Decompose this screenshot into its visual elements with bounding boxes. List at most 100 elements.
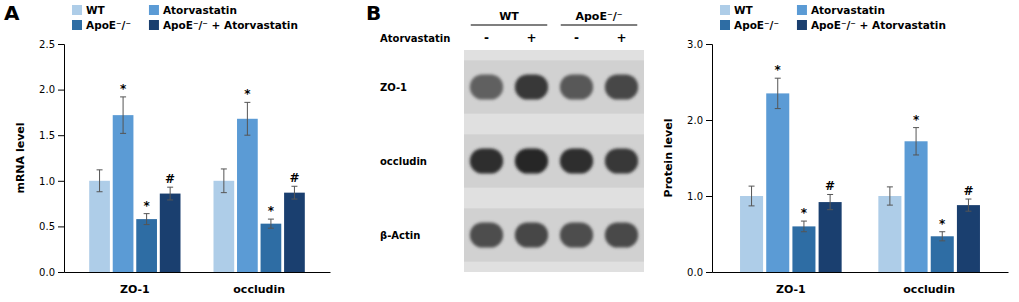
legend-swatch [149,5,159,15]
annotation: * [143,199,150,213]
error-bar [913,128,919,155]
y-tick-mark [58,181,64,182]
y-tick: 3.0 [687,39,712,50]
error-cap [120,133,126,134]
y-axis: 0.00.51.01.52.02.5 [39,39,64,278]
error-line [803,221,804,232]
y-tick: 1.0 [39,176,64,187]
error-bar [965,199,971,211]
x-tick: ZO-1 [120,283,150,296]
y-tick-label: 0.5 [39,221,55,232]
blot-background [464,50,644,272]
error-bar [221,169,227,193]
y-tick-mark [706,196,712,197]
error-cap [97,169,103,170]
y-tick-label: 2.0 [39,84,55,95]
blot: ZO-1occludinβ-ActinAtorvastatin-+-+WTApo… [380,10,644,272]
error-cap [939,231,945,232]
error-cap [167,199,173,200]
blot-band [605,148,638,173]
legend-label: ApoE⁻/⁻ + Atorvastatin [811,19,946,31]
blot-band [470,222,503,247]
y-tick: 2.5 [39,39,64,50]
legend-swatch [797,20,807,30]
y-tick-mark [58,272,64,273]
bar [89,181,110,272]
y-tick-label: 3.0 [687,39,703,50]
annotation: * [913,113,920,127]
legend-swatch [720,20,730,30]
error-bar [775,78,781,108]
error-line [146,214,147,225]
error-cap [827,194,833,195]
annotation: * [939,217,946,231]
y-tick-mark [58,135,64,136]
legend-label: ApoE⁻/⁻ [86,19,131,31]
legend-item: Atorvastatin [149,4,237,16]
legend-label: ApoE⁻/⁻ + Atorvastatin [163,19,298,31]
y-tick-mark [706,44,712,45]
error-cap [965,211,971,212]
error-cap [939,240,945,241]
error-line [123,97,124,133]
y-tick-label: 1.5 [39,130,55,141]
annotations: ****## [120,82,300,218]
bar [905,141,928,272]
y-tick: 0.5 [39,221,64,232]
blot-sign: - [484,31,489,45]
error-cap [167,187,173,188]
error-bar [120,97,126,133]
error-cap [827,209,833,210]
blot-treatment-label: Atorvastatin [380,33,450,44]
blot-strip [464,134,644,187]
y-tick-label: 1.0 [687,191,703,202]
error-bar [887,187,893,205]
blot-group-label: WT [499,10,519,23]
bar [957,205,980,272]
blot-band [560,222,593,247]
error-line [777,78,778,108]
error-cap [97,191,103,192]
y-axis-title: mRNA level [14,122,27,193]
figure: A B * * * * # #0.0 0.5 1.0 1.5 2.0 2.5 ZO-1occludin mR… [0,0,1019,302]
legend-label: Atorvastatin [811,4,885,16]
error-line [942,232,943,241]
y-axis-line [706,45,713,273]
error-bar [144,214,150,225]
error-line [889,187,890,205]
blot-band [470,74,503,99]
y-tick-mark [706,272,712,273]
error-cap [775,108,781,109]
annotation: # [825,179,835,193]
panel-label: A [4,1,20,25]
annotation: # [165,172,175,186]
legend-item: ApoE⁻/⁻ [72,19,131,31]
bar [160,194,181,272]
annotation: * [120,82,127,96]
error-line [99,170,100,192]
blot-group-line [471,24,548,25]
annotation: * [268,204,275,218]
bar [284,193,305,272]
blot-sign: + [526,31,536,45]
y-tick: 1.5 [39,130,64,141]
x-axis: ZO-1occludin [713,273,1009,297]
panel-label: B [366,1,381,25]
error-bar [939,232,945,241]
bar [213,181,234,272]
legend-label: ApoE⁻/⁻ [734,19,779,31]
bar [792,226,815,272]
y-axis-title: Protein level [662,119,675,198]
error-bar [749,186,755,206]
legend-item: ApoE⁻/⁻ [720,19,779,31]
y-tick: 0.0 [687,267,712,278]
legend-item: WT [72,4,106,16]
error-cap [887,186,893,187]
error-cap [120,96,126,97]
y-tick-mark [58,44,64,45]
error-cap [244,135,250,136]
error-line [270,219,271,228]
y-tick: 1.0 [687,191,712,202]
y-tick-label: 0.0 [687,267,703,278]
y-tick-label: 1.0 [39,176,55,187]
